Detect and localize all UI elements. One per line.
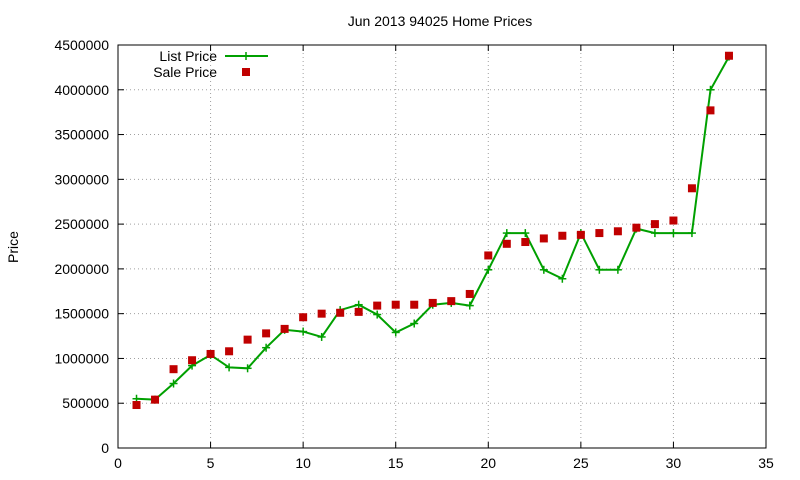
list-price-point — [391, 328, 400, 337]
list-price-point — [299, 327, 308, 336]
list-price-point — [225, 363, 234, 372]
y-axis-label: Price — [5, 231, 21, 263]
plot-frame — [117, 44, 767, 449]
list-price-point — [706, 85, 715, 94]
sale-price-point — [706, 106, 715, 115]
y-tick-label: 3500000 — [54, 127, 109, 143]
sale-price-point — [225, 347, 234, 356]
y-tick-label: 2500000 — [54, 216, 109, 232]
list-price-point — [502, 229, 511, 238]
sale-price-point — [502, 239, 511, 248]
sale-price-point — [613, 227, 622, 236]
list-price-point — [243, 364, 252, 373]
list-price-point — [169, 379, 178, 388]
legend-label-sale-price: Sale Price — [153, 64, 217, 80]
sale-price-point — [151, 395, 160, 404]
list-price-point — [650, 229, 659, 238]
list-price-point — [669, 229, 678, 238]
sale-price-point — [447, 297, 456, 306]
list-price-point — [354, 300, 363, 309]
sale-price-point — [724, 51, 733, 60]
list-price-point — [484, 265, 493, 274]
x-tick-label: 15 — [388, 455, 404, 471]
chart-title: Jun 2013 94025 Home Prices — [348, 13, 532, 29]
x-tick-label: 10 — [295, 455, 311, 471]
sale-price-point — [484, 251, 493, 260]
sale-price-point — [317, 309, 326, 318]
sale-price-point — [299, 313, 308, 322]
sale-price-point — [243, 335, 252, 344]
y-tick-label: 2000000 — [54, 261, 109, 277]
list-price-point — [410, 319, 419, 328]
list-price-point — [317, 332, 326, 341]
y-tick-label: 4500000 — [54, 37, 109, 53]
list-price-point — [373, 310, 382, 319]
sale-price-point — [262, 329, 271, 338]
sale-price-point — [336, 308, 345, 317]
list-price-point — [465, 301, 474, 310]
y-tick-label: 1500000 — [54, 306, 109, 322]
sale-price-point — [669, 216, 678, 225]
sale-price-point — [391, 300, 400, 309]
list-price-point — [687, 229, 696, 238]
list-price-point — [262, 343, 271, 352]
list-price-point — [595, 265, 604, 274]
x-tick-label: 30 — [666, 455, 682, 471]
y-tick-label: 4000000 — [54, 82, 109, 98]
list-price-point — [558, 274, 567, 283]
y-tick-label: 0 — [101, 440, 109, 456]
list-price-point — [521, 229, 530, 238]
x-tick-label: 0 — [114, 455, 122, 471]
sale-price-point — [521, 238, 530, 247]
sale-price-point — [465, 289, 474, 298]
y-tick-label: 500000 — [62, 395, 109, 411]
x-tick-label: 25 — [573, 455, 589, 471]
sale-price-point — [595, 229, 604, 238]
sale-price-point — [650, 220, 659, 229]
sale-price-point — [428, 298, 437, 307]
sale-price-point — [188, 356, 197, 365]
sale-price-point — [132, 401, 141, 410]
sale-price-point — [558, 231, 567, 240]
legend-label-list-price: List Price — [159, 48, 217, 64]
x-tick-label: 5 — [207, 455, 215, 471]
y-tick-label: 3000000 — [54, 171, 109, 187]
sale-price-point — [373, 301, 382, 310]
sale-price-point — [206, 349, 215, 358]
sale-price-point — [632, 223, 641, 232]
sale-price-point — [687, 184, 696, 193]
sale-price-point — [576, 230, 585, 239]
plot-area — [132, 51, 733, 410]
sale-price-point — [280, 324, 289, 333]
sale-price-point — [539, 234, 548, 243]
x-tick-label: 35 — [758, 455, 774, 471]
list-price-point — [539, 265, 548, 274]
legend-marker-sale-price — [242, 68, 250, 76]
x-tick-label: 20 — [480, 455, 496, 471]
list-price-point — [613, 265, 622, 274]
grid-lines — [118, 45, 766, 448]
sale-price-point — [410, 300, 419, 309]
y-tick-label: 1000000 — [54, 350, 109, 366]
axis-ticks: 0 5 10 15 20 25 30 35 0 500000 1000000 1500000 20000… — [54, 37, 774, 471]
sale-price-point — [354, 307, 363, 316]
sale-price-point — [169, 365, 178, 374]
